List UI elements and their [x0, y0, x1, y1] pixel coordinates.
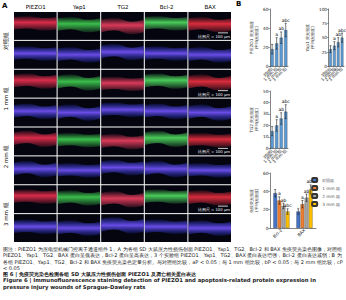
- svg-text:1 mm 组: 1 mm 组: [3, 87, 9, 111]
- svg-text:0: 0: [265, 145, 269, 151]
- svg-text:Yap1: Yap1: [72, 4, 86, 11]
- svg-text:比例尺 = 100 μm: 比例尺 = 100 μm: [198, 34, 230, 39]
- svg-text:30: 30: [263, 111, 269, 116]
- svg-text:abc: abc: [284, 203, 293, 208]
- svg-text:TG2: TG2: [116, 4, 128, 10]
- html-text:图 6 | 免疫荧光染色检测各组 SD 大鼠压力性损伤创面: 图 6 | 免疫荧光染色检测各组 SD 大鼠压力性损伤创面 PIEZO1 及凋亡…: [3, 271, 197, 278]
- svg-text:75: 75: [322, 21, 328, 26]
- html-text:B: B: [236, 0, 242, 8]
- svg-text:40: 40: [263, 100, 269, 105]
- svg-text:ab: ab: [304, 189, 310, 194]
- svg-text:ab: ab: [278, 107, 284, 112]
- html-text:Figure 6 | Immunofluorescence: Figure 6 | Immunofluorescence staining d…: [3, 277, 316, 290]
- svg-text:60: 60: [263, 171, 269, 176]
- svg-text:a: a: [301, 195, 304, 200]
- svg-text:3 mm 组: 3 mm 组: [271, 148, 287, 164]
- svg-text:40: 40: [263, 26, 269, 31]
- svg-text:3 mm 组: 3 mm 组: [3, 202, 9, 226]
- svg-text:abc: abc: [282, 99, 290, 104]
- svg-text:40: 40: [263, 189, 269, 194]
- svg-text:20: 20: [263, 45, 269, 50]
- svg-text:20: 20: [263, 207, 269, 212]
- svg-text:PIEZO1 荧光强度: PIEZO1 荧光强度: [248, 21, 254, 55]
- html-text:图注：PIEZO1 为压电型机械门控离子通道组件 1。A 为: 图注：PIEZO1 为压电型机械门控离子通道组件 1。A 为各组 SD 大鼠压力…: [3, 246, 343, 271]
- svg-text:50: 50: [322, 35, 328, 40]
- svg-text:BAX: BAX: [205, 4, 217, 10]
- svg-text:对照组: 对照组: [322, 178, 334, 183]
- svg-text:50: 50: [263, 89, 269, 94]
- svg-text:a: a: [275, 32, 278, 37]
- svg-text:ab: ab: [278, 26, 284, 31]
- svg-text:2 mm 组: 2 mm 组: [322, 194, 340, 199]
- svg-text:3 mm 组: 3 mm 组: [322, 202, 340, 207]
- svg-text:0: 0: [324, 63, 328, 69]
- svg-text:Bcl-2: Bcl-2: [160, 4, 174, 10]
- svg-text:3 mm 组: 3 mm 组: [271, 66, 287, 82]
- svg-text:比例尺 = 100 μm: 比例尺 = 100 μm: [198, 149, 230, 154]
- svg-text:BAX: BAX: [296, 228, 306, 238]
- svg-text:比例尺 = 100 μm: 比例尺 = 100 μm: [198, 207, 230, 212]
- svg-text:10: 10: [263, 134, 269, 139]
- svg-text:a: a: [275, 114, 278, 119]
- svg-text:A: A: [2, 2, 8, 10]
- svg-text:Bcl-2: Bcl-2: [272, 228, 283, 239]
- svg-text:a: a: [333, 36, 336, 42]
- svg-text:ab: ab: [335, 32, 341, 37]
- svg-text:20: 20: [263, 123, 269, 128]
- svg-text:abc: abc: [282, 18, 290, 23]
- svg-text:PIEZO1: PIEZO1: [26, 4, 46, 10]
- svg-text:a: a: [278, 191, 281, 196]
- svg-text:对照组: 对照组: [3, 32, 9, 50]
- svg-text:TG2 荧光强度: TG2 荧光强度: [248, 106, 254, 133]
- svg-text:abc: abc: [338, 28, 346, 33]
- svg-text:免疫荧光强度: 免疫荧光强度: [248, 188, 254, 213]
- svg-text:Yap1 荧光强度: Yap1 荧光强度: [305, 23, 310, 52]
- svg-text:ab: ab: [281, 198, 287, 203]
- svg-text:25: 25: [322, 50, 328, 55]
- svg-text:(平均光密度): (平均光密度): [310, 26, 315, 50]
- svg-text:比例尺 = 100 μm: 比例尺 = 100 μm: [198, 92, 230, 97]
- svg-text:2 mm 组: 2 mm 组: [3, 145, 9, 169]
- svg-text:0: 0: [266, 226, 269, 231]
- svg-text:60: 60: [263, 7, 269, 12]
- svg-text:(平均光密度): (平均光密度): [254, 108, 259, 132]
- svg-text:(平均光密度): (平均光密度): [254, 189, 259, 213]
- svg-text:abc: abc: [306, 179, 315, 185]
- svg-text:0: 0: [265, 63, 269, 69]
- svg-text:1 mm 组: 1 mm 组: [322, 186, 340, 191]
- svg-text:100: 100: [319, 7, 327, 12]
- svg-text:3 mm 组: 3 mm 组: [328, 66, 344, 82]
- svg-text:(平均光密度): (平均光密度): [254, 26, 259, 50]
